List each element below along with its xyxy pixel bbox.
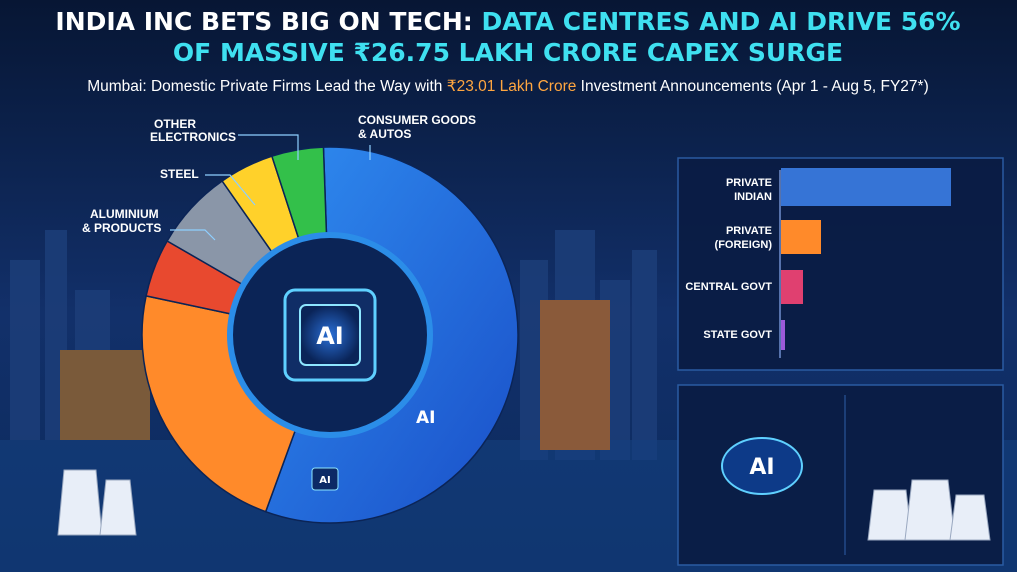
row-label: PRIVATE [726, 225, 772, 237]
label-other-electronics: ELECTRONICS [150, 130, 236, 144]
subtitle-end: Investment Announcements (Apr 1 - Aug 5,… [576, 78, 928, 95]
label-steel: STEEL [160, 167, 199, 181]
title-cyan: DATA CENTRES AND AI DRIVE 56% [481, 7, 960, 36]
brain-ai-label: AI [749, 455, 774, 480]
row-label: PRIVATE [726, 177, 772, 189]
label-aluminium: ALUMINIUM [90, 207, 159, 221]
brain [721, 437, 803, 495]
subtitle-highlight: ₹23.01 Lakh Crore [447, 78, 577, 95]
donut-labels: OTHER ELECTRONICS STEEL ALUMINIUM & PROD… [82, 113, 476, 241]
label-consumer: & AUTOS [358, 127, 411, 141]
cooling-towers [867, 479, 991, 541]
row-label: INDIAN [734, 191, 772, 203]
subtitle: Mumbai: Domestic Private Firms Lead the … [87, 78, 929, 95]
cooling-towers-left [57, 469, 137, 536]
gateway [60, 350, 150, 440]
small-chip [311, 467, 339, 491]
bar-private-indian [781, 168, 951, 206]
label-other-electronics: OTHER [154, 117, 196, 131]
label-aluminium: & PRODUCTS [82, 221, 161, 235]
bar-state-govt [781, 320, 785, 350]
row-label: (FOREIGN) [715, 239, 773, 251]
heritage-building [540, 300, 610, 450]
bar-private-foreign [781, 220, 821, 254]
ai-center-label: AI [316, 322, 344, 350]
title-line1: INDIA INC BETS BIG ON TECH: DATA CENTRES… [55, 7, 960, 36]
row-label: STATE GOVT [703, 329, 772, 341]
subtitle-start: Mumbai: Domestic Private Firms Lead the … [87, 78, 446, 95]
ai-small-label: AI [416, 408, 435, 428]
title-white: INDIA INC BETS BIG ON TECH: [55, 7, 481, 36]
ai-chip-core [299, 304, 361, 366]
small-chip-label: AI [319, 475, 330, 486]
title-line2: OF MASSIVE ₹26.75 LAKH CRORE CAPEX SURGE [173, 38, 843, 67]
bar-central-govt [781, 270, 803, 304]
row-label: CENTRAL GOVT [685, 281, 772, 293]
donut [141, 146, 519, 524]
label-consumer: CONSUMER GOODS [358, 113, 476, 127]
